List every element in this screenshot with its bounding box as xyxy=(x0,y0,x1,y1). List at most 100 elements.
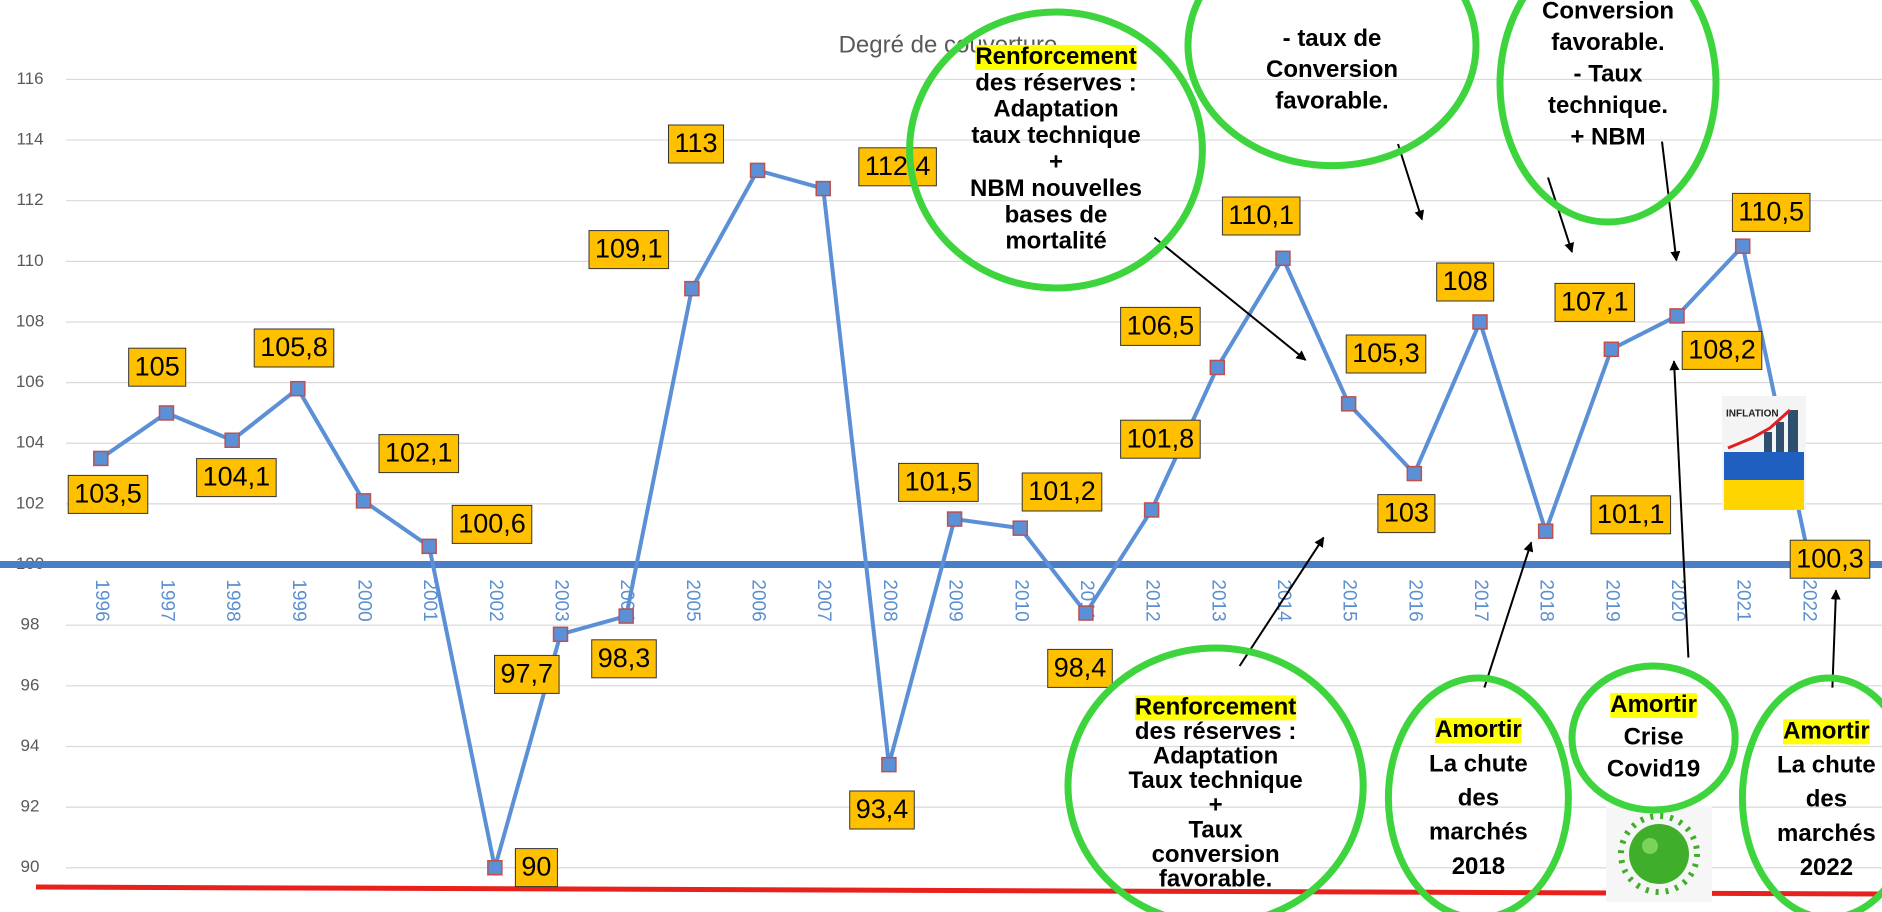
marker xyxy=(1604,342,1618,356)
value-label-box: 113 xyxy=(668,125,723,163)
icon-building xyxy=(1764,432,1772,452)
annotation-text: - Taux xyxy=(1574,60,1644,87)
value-label-box: 105,3 xyxy=(1346,335,1426,373)
x-tick-label: 2012 xyxy=(1142,579,1163,621)
annotation-text: Taux technique xyxy=(1128,767,1302,794)
x-tick-label: 2007 xyxy=(813,579,834,621)
value-label-box: 100,6 xyxy=(452,505,532,543)
y-tick-label: 114 xyxy=(16,130,43,149)
value-label: 100,3 xyxy=(1796,543,1864,573)
annotation-text: des réserves : xyxy=(975,69,1136,96)
marker xyxy=(1407,467,1421,481)
annotation-text: taux technique xyxy=(971,122,1140,149)
marker xyxy=(94,451,108,465)
y-tick-label: 96 xyxy=(21,675,40,694)
marker xyxy=(816,182,830,196)
value-label: 107,1 xyxy=(1561,287,1629,317)
annotation-text: Covid19 xyxy=(1607,756,1700,783)
annotation-text: Adaptation xyxy=(1153,743,1278,770)
annotation-text: marchés xyxy=(1777,820,1876,847)
value-label-box: 97,7 xyxy=(495,655,560,693)
annotation-text: + NBM xyxy=(1570,124,1645,151)
value-label: 105,8 xyxy=(260,332,328,362)
marker xyxy=(225,433,239,447)
value-label: 108 xyxy=(1443,266,1488,296)
value-label: 105,3 xyxy=(1352,338,1420,368)
value-label: 101,1 xyxy=(1597,499,1665,529)
value-label-box: 112,4 xyxy=(859,148,937,186)
annotation-text: 2022 xyxy=(1800,854,1853,881)
chart: 9092949698100102104106108110112114116 De… xyxy=(0,0,1882,912)
value-label-box: 105 xyxy=(129,348,186,386)
marker xyxy=(1736,239,1750,253)
x-tick-label: 2022 xyxy=(1798,579,1819,621)
annotation-text: Crise xyxy=(1624,723,1684,750)
value-label-box: 108,2 xyxy=(1682,331,1762,369)
value-label-box: 101,5 xyxy=(899,463,979,501)
annotation-highlight: Amortir xyxy=(1435,716,1522,743)
annotation-text: conversion xyxy=(1152,841,1280,868)
value-label-box: 103,5 xyxy=(68,475,148,513)
x-tick-label: 2019 xyxy=(1601,579,1622,621)
value-label: 112,4 xyxy=(865,151,931,181)
value-label-box: 108 xyxy=(1437,263,1494,301)
virus-icon xyxy=(1606,806,1712,902)
flag-blue xyxy=(1724,452,1804,480)
annotation-text: technique. xyxy=(1548,92,1668,119)
marker xyxy=(619,609,633,623)
marker xyxy=(1342,397,1356,411)
x-tick-label: 1997 xyxy=(156,579,177,621)
annotation-text: 2018 xyxy=(1452,853,1505,880)
annotation-text: bases de xyxy=(1005,201,1108,228)
marker xyxy=(1539,524,1553,538)
marker xyxy=(1276,251,1290,265)
y-tick-label: 106 xyxy=(16,372,44,391)
value-label: 108,2 xyxy=(1688,335,1756,365)
value-label-box: 102,1 xyxy=(379,435,459,473)
y-tick-label: 104 xyxy=(16,433,44,452)
x-tick-label: 1996 xyxy=(91,579,112,621)
annotation-text: favorable. xyxy=(1551,29,1664,56)
marker xyxy=(1670,309,1684,323)
icon-label: INFLATION xyxy=(1726,409,1779,420)
value-label: 104,1 xyxy=(203,462,271,492)
x-tick-label: 2009 xyxy=(945,579,966,621)
x-tick-label: 2000 xyxy=(353,579,374,621)
value-label: 98,3 xyxy=(598,643,651,673)
value-label-box: 107,1 xyxy=(1555,283,1635,321)
x-tick-label: 2013 xyxy=(1207,579,1228,621)
annotation-text: + xyxy=(1049,149,1063,176)
x-tick-label: 2002 xyxy=(485,579,506,621)
value-label: 101,5 xyxy=(905,467,973,497)
y-tick-label: 102 xyxy=(16,493,44,512)
value-label-box: 109,1 xyxy=(589,231,669,269)
x-tick-label: 2017 xyxy=(1470,579,1491,621)
x-tick-label: 2008 xyxy=(879,579,900,621)
annotation-text: Conversion xyxy=(1266,56,1398,83)
annotation-text: mortalité xyxy=(1005,228,1106,255)
marker xyxy=(291,382,305,396)
annotation-text: Conversion xyxy=(1542,0,1674,24)
annotation-text: des xyxy=(1806,786,1847,813)
marker xyxy=(948,512,962,526)
value-label: 100,6 xyxy=(458,509,526,539)
value-label: 93,4 xyxy=(856,794,909,824)
annotation-text: Adaptation xyxy=(993,96,1118,123)
annotation-text: des xyxy=(1458,785,1499,812)
marker xyxy=(159,406,173,420)
value-label-box: 101,1 xyxy=(1591,496,1671,534)
value-label-box: 101,2 xyxy=(1022,473,1102,511)
y-tick-label: 90 xyxy=(21,857,40,876)
annotation-highlight: Renforcement xyxy=(1135,693,1296,720)
annotation-text: favorable. xyxy=(1159,866,1272,893)
annotation-text: marchés xyxy=(1429,819,1528,846)
y-tick-label: 112 xyxy=(16,190,43,209)
x-tick-label: 2003 xyxy=(551,579,572,621)
value-label: 105 xyxy=(135,351,180,381)
value-label-box: 110,5 xyxy=(1732,193,1810,231)
x-tick-label: 2016 xyxy=(1404,579,1425,621)
x-tick-label: 2021 xyxy=(1733,579,1754,621)
y-tick-label: 116 xyxy=(16,69,43,88)
x-tick-label: 2015 xyxy=(1339,579,1360,621)
value-label-box: 98,3 xyxy=(592,640,657,678)
